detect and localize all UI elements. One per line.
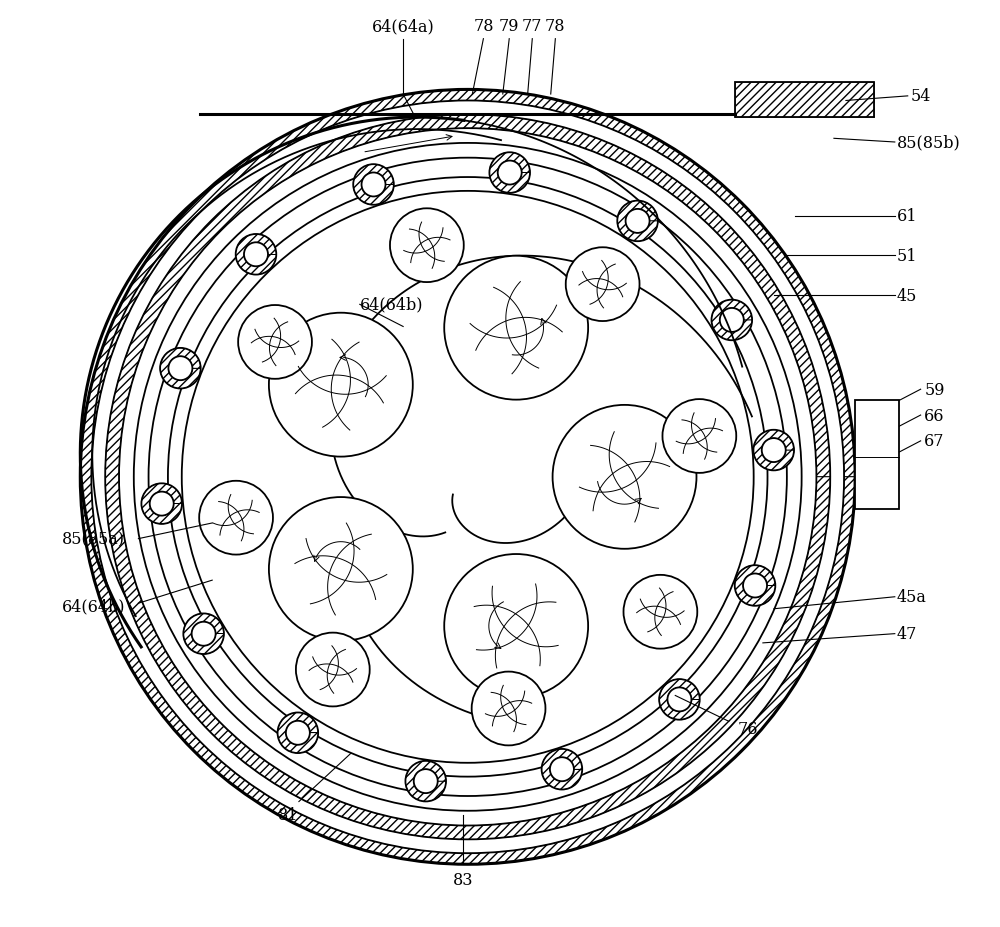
Circle shape [712,300,752,341]
Text: 51: 51 [897,248,917,265]
Circle shape [489,153,530,194]
Circle shape [624,576,697,649]
Circle shape [553,405,696,549]
Circle shape [659,679,700,720]
Circle shape [238,306,312,379]
Text: 67: 67 [924,433,945,450]
Text: 45: 45 [897,287,917,304]
Circle shape [141,484,182,525]
Text: 83: 83 [453,870,473,888]
Circle shape [617,201,658,242]
Text: 77: 77 [522,18,543,35]
Circle shape [160,349,201,389]
Bar [735,83,874,118]
Text: 85(85b): 85(85b) [897,134,960,151]
Bar [855,400,899,510]
Text: 81: 81 [278,806,298,823]
Circle shape [414,769,438,794]
Circle shape [362,173,386,197]
Circle shape [472,672,545,745]
Text: 64(64b): 64(64b) [62,598,125,615]
Text: 47: 47 [897,626,917,642]
Text: 78: 78 [545,18,566,35]
Circle shape [444,554,588,698]
Circle shape [286,721,310,745]
Circle shape [80,90,855,864]
Circle shape [244,243,268,267]
Circle shape [566,248,640,322]
Text: 64(64a): 64(64a) [372,18,435,35]
Text: 61: 61 [897,208,917,225]
Circle shape [353,165,394,206]
Text: 85(85a): 85(85a) [62,530,125,548]
Circle shape [542,749,582,790]
Circle shape [269,313,413,457]
Circle shape [278,713,318,754]
Circle shape [550,757,574,781]
Circle shape [168,357,192,381]
Circle shape [626,210,650,234]
Circle shape [390,210,464,283]
Circle shape [753,430,794,471]
Circle shape [444,257,588,400]
Text: 45a: 45a [897,589,927,605]
Text: 66: 66 [924,407,945,424]
Circle shape [296,633,370,706]
Circle shape [269,498,413,641]
Circle shape [150,492,174,516]
Circle shape [743,574,767,598]
Text: 64(64b): 64(64b) [360,297,423,313]
Circle shape [183,614,224,654]
Text: 76: 76 [738,720,758,737]
Circle shape [667,688,691,712]
Circle shape [192,622,216,646]
Circle shape [762,438,786,463]
Circle shape [735,565,775,606]
Circle shape [199,481,273,555]
Circle shape [498,161,522,185]
Text: 59: 59 [924,381,945,399]
Circle shape [236,235,276,275]
Circle shape [720,309,744,333]
Circle shape [662,400,736,474]
Text: 79: 79 [499,18,519,35]
Text: 54: 54 [910,88,931,106]
Bar [735,83,874,118]
Circle shape [405,761,446,802]
Text: 78: 78 [473,18,494,35]
